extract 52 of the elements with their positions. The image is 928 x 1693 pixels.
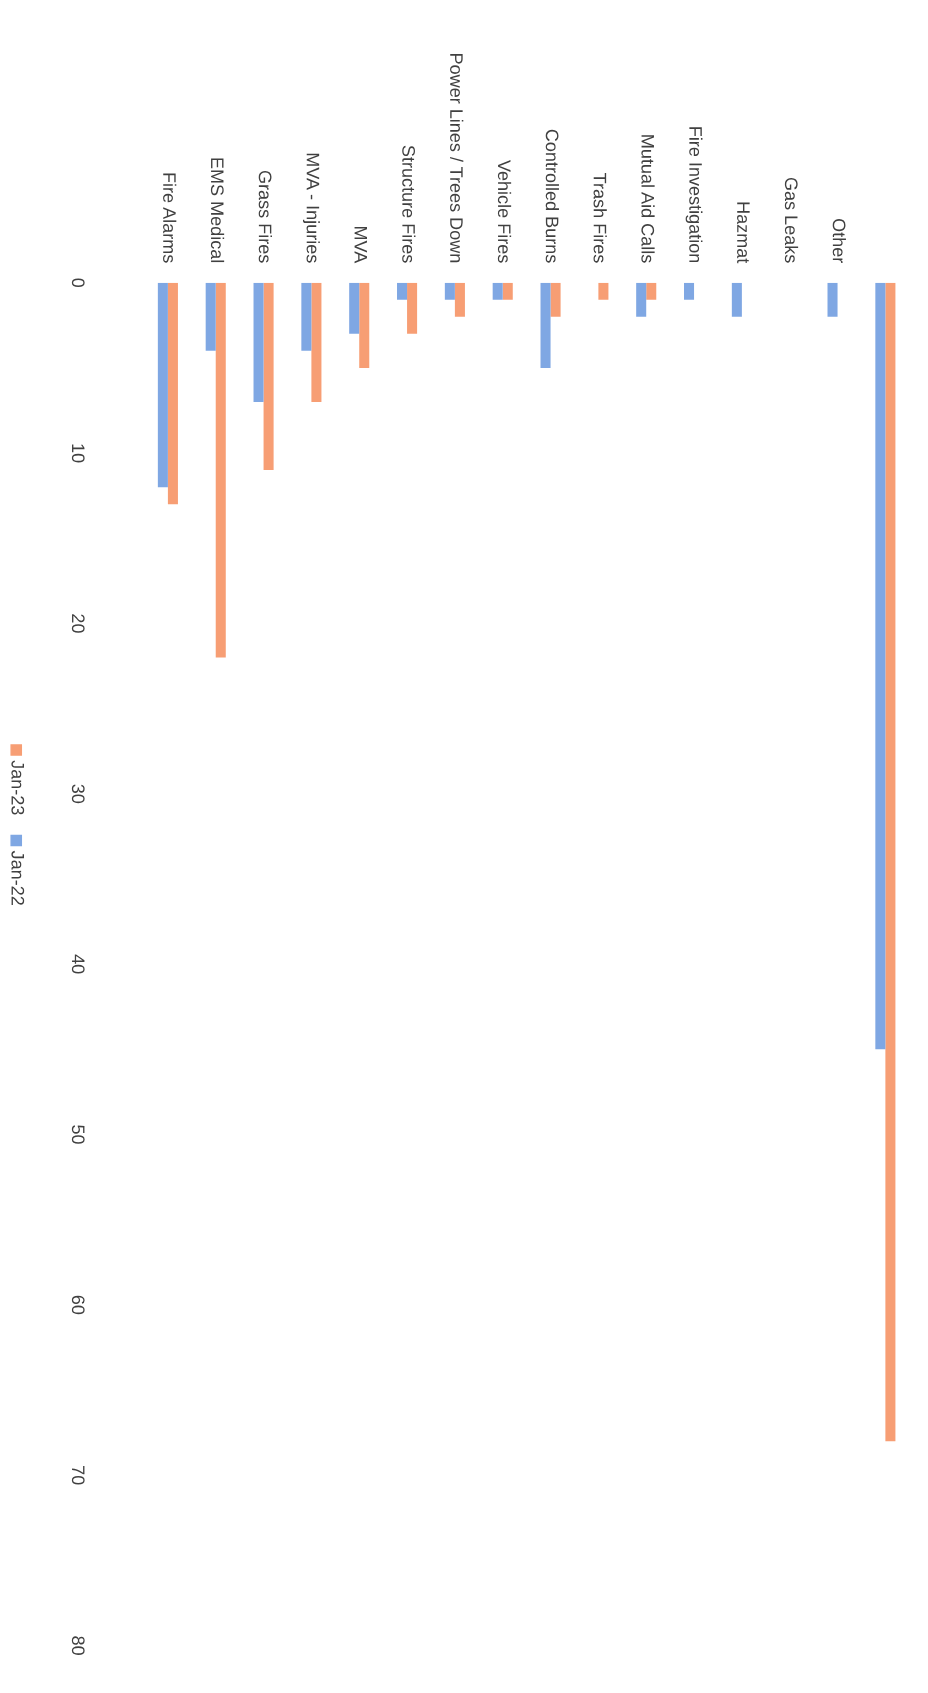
y-tick-label: 10 <box>71 444 85 463</box>
y-tick-label: 20 <box>71 614 85 633</box>
bar <box>598 282 609 300</box>
y-tick-label: 30 <box>71 784 85 804</box>
x-tick-label: MVA <box>354 226 367 264</box>
x-tick-label: Vehicle Fires <box>497 160 512 263</box>
bar <box>636 282 647 317</box>
bar <box>397 282 408 300</box>
x-tick-label: Gas Leaks <box>784 177 799 263</box>
x-tick-label: MVA - Injuries <box>302 153 320 263</box>
y-tick-label: 40 <box>71 954 85 974</box>
bar <box>684 282 695 300</box>
x-tick-label: Structure Fires <box>402 145 416 263</box>
bar <box>157 282 168 488</box>
bar <box>444 282 455 300</box>
bar <box>550 282 561 317</box>
bar <box>407 282 418 334</box>
x-tick-label: Fire Investigation <box>685 127 703 263</box>
bar <box>885 282 896 1442</box>
bar <box>215 282 226 658</box>
y-tick-label: 50 <box>71 1125 85 1144</box>
bar <box>359 282 370 368</box>
x-tick-label: Hazmat <box>737 202 750 264</box>
x-tick-label: EMS Medical <box>210 158 225 263</box>
legend-label: Jan-22 <box>11 850 25 905</box>
bar <box>731 282 742 317</box>
bar <box>540 282 551 368</box>
bar <box>827 282 838 317</box>
bar <box>454 282 465 317</box>
legend-label: Jan-23 <box>11 760 25 815</box>
x-tick-label: Power Lines / Trees Down <box>450 54 464 263</box>
x-tick-label: Other <box>832 218 846 263</box>
x-tick-label: Controlled Burns <box>545 129 559 263</box>
bar <box>253 282 264 402</box>
x-tick-label: Grass Fires <box>258 170 272 263</box>
x-tick-label: Trash Fires <box>593 173 607 263</box>
x-tick-label: Fire Alarms <box>163 173 177 263</box>
bar <box>492 282 503 300</box>
bar <box>167 282 178 505</box>
bar <box>263 282 274 471</box>
y-tick-label: 70 <box>71 1466 85 1485</box>
y-tick-label: 0 <box>71 278 85 288</box>
bar <box>311 282 322 402</box>
bar <box>502 282 513 300</box>
bar <box>875 282 886 1050</box>
y-tick-label: 80 <box>71 1636 85 1655</box>
bar <box>301 282 312 351</box>
bar <box>646 282 657 300</box>
x-tick-label: Mutual Aid Calls <box>641 135 655 263</box>
bar <box>349 282 360 334</box>
y-tick-label: 60 <box>71 1295 85 1315</box>
bar <box>205 282 216 351</box>
